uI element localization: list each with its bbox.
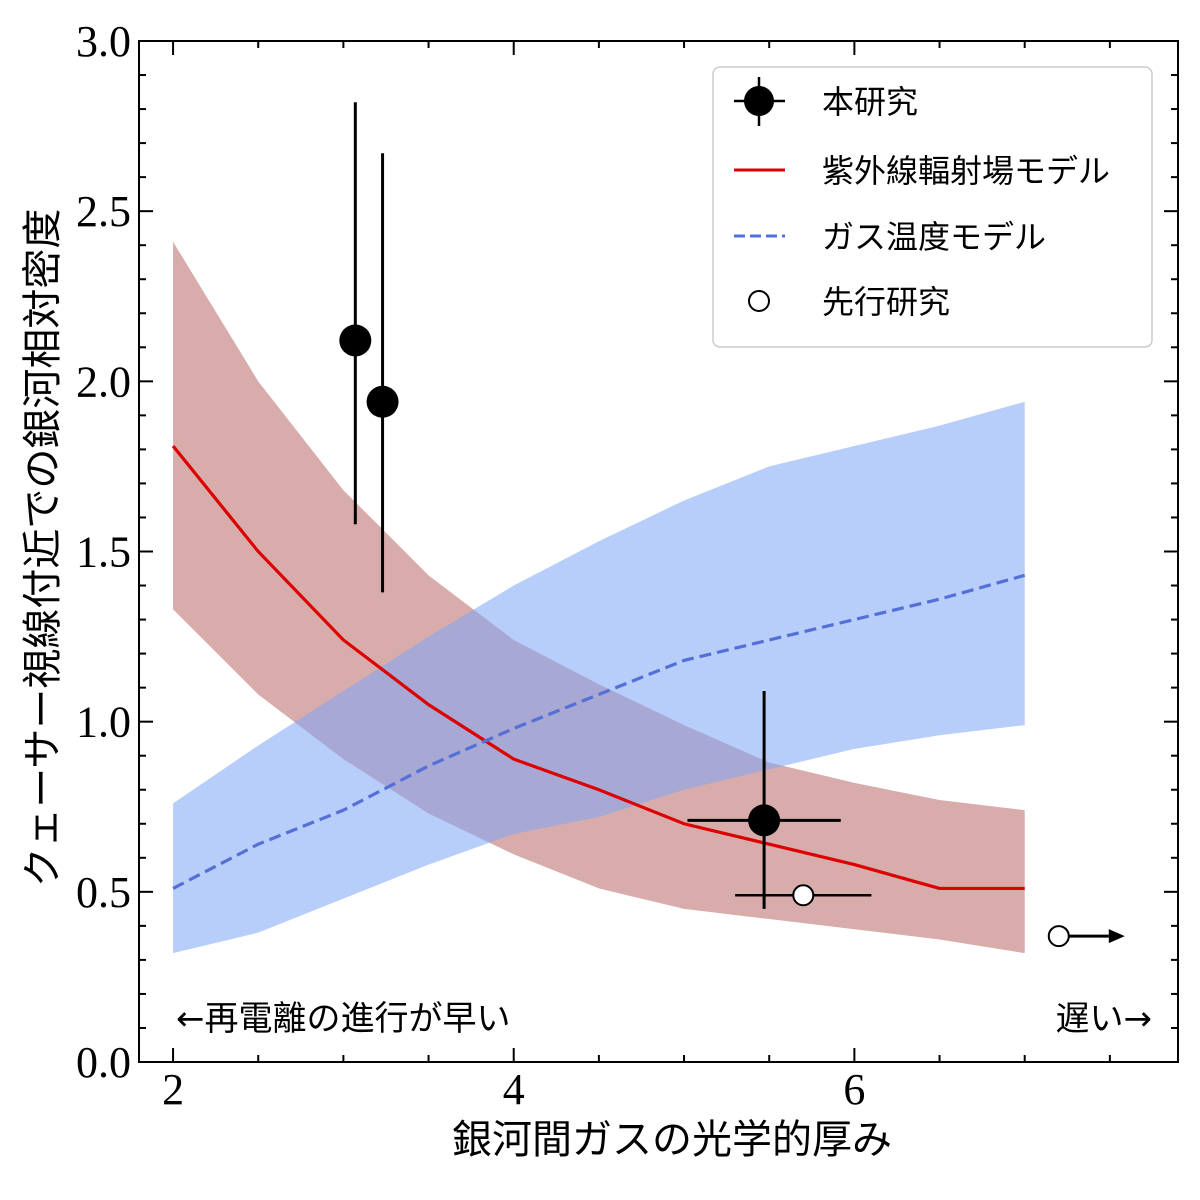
annotation-late: 遅い→ [1056, 999, 1153, 1039]
line-series-0 [171, 444, 1025, 891]
annotation-early: ←再電離の進行が早い [176, 999, 511, 1039]
point-previous-1 [1047, 925, 1125, 948]
x-tick-label: 4 [503, 1065, 525, 1114]
legend-previous-marker [748, 290, 770, 312]
model-lines [171, 444, 1026, 891]
y-tick-label: 2.5 [76, 187, 131, 236]
y-tick-label: 1.0 [76, 698, 131, 747]
marker [366, 385, 399, 418]
marker [1047, 925, 1070, 948]
plot-frame [138, 40, 1179, 1063]
model-bands [173, 241, 1025, 954]
x-tick-label: 2 [162, 1065, 184, 1114]
y-axis-title: クェーサー視線付近での銀河相対密度 [20, 209, 66, 888]
point-this-work-0 [339, 102, 372, 525]
marker [339, 324, 372, 357]
point-previous-0 [735, 884, 872, 907]
y-tick-label: 2.0 [76, 357, 131, 406]
data-points [339, 102, 1125, 948]
legend-this-work-marker [734, 77, 785, 126]
marker [792, 884, 815, 907]
y-tick-label: 0.5 [76, 868, 131, 917]
y-tick-label: 0.0 [76, 1038, 131, 1087]
legend-label-uv-model: 紫外線輻射場モデル [822, 152, 1110, 190]
limit-arrow-head [1108, 929, 1125, 944]
marker [748, 804, 781, 837]
legend-box [712, 66, 1153, 348]
legend-label-this-work: 本研究 [822, 83, 918, 121]
legend-label-previous-work: 先行研究 [822, 283, 950, 321]
x-axis-title: 銀河間ガスの光学的厚み [452, 1117, 892, 1163]
band-series-1 [173, 401, 1025, 954]
y-tick-label: 3.0 [76, 17, 131, 66]
point-this-work-2 [687, 691, 841, 909]
point-this-work-1 [366, 153, 399, 593]
y-tick-label: 1.5 [76, 528, 131, 577]
legend-label-gas-model: ガス温度モデル [822, 218, 1046, 256]
x-tick-label: 6 [843, 1065, 865, 1114]
line-series-1 [172, 573, 1026, 890]
tick-labels: 2 4 6 0.0 0.5 1.0 1.5 2.0 2.5 3.0 [76, 17, 865, 1114]
legend: 本研究 紫外線輻射場モデル ガス温度モデル 先行研究 [712, 66, 1153, 348]
